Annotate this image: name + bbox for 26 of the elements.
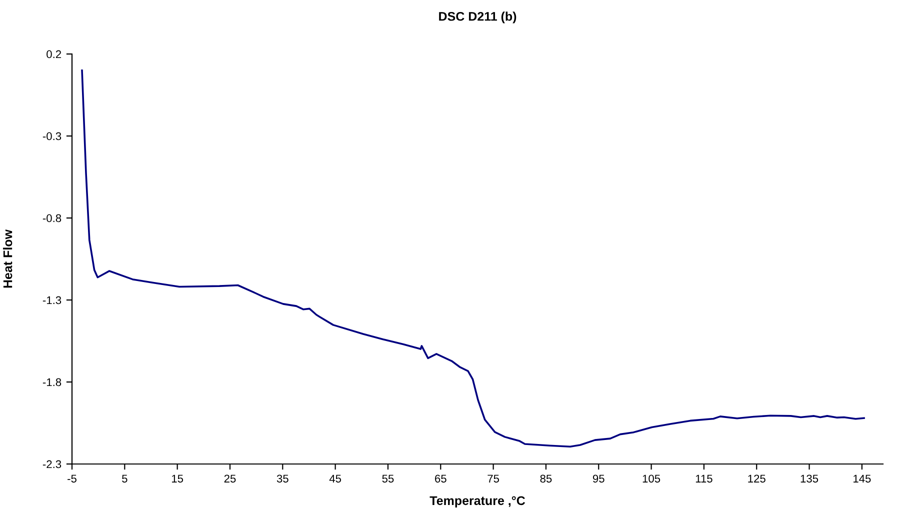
- x-tick-label: 145: [854, 474, 871, 483]
- x-tick-label: 105: [642, 474, 660, 483]
- y-tick-label: -1.8: [42, 378, 62, 386]
- y-axis-title: Heat Flow: [3, 229, 12, 288]
- y-tick-label: -2.3: [42, 460, 62, 468]
- x-tick-label: 35: [276, 474, 288, 483]
- x-tick-label: -5: [68, 474, 76, 483]
- x-tick-label: 65: [435, 474, 446, 483]
- x-tick-label: 85: [540, 474, 552, 483]
- y-tick-label: -0.3: [42, 132, 62, 140]
- x-tick-label: 25: [224, 474, 236, 483]
- x-tick-label: 115: [696, 474, 712, 483]
- x-tick-label: 135: [800, 474, 818, 483]
- x-tick-label: 5: [122, 474, 128, 483]
- x-tick-label: 55: [382, 474, 394, 483]
- y-tick-label: -0.8: [42, 214, 62, 222]
- y-tick-label: -1.3: [42, 296, 62, 304]
- x-tick-label: 45: [329, 474, 342, 483]
- x-tick-label: 95: [592, 474, 604, 483]
- chart-title: DSC D211 (b): [439, 12, 516, 24]
- line-series: [81, 69, 865, 448]
- x-tick-label: 75: [488, 474, 500, 483]
- x-axis-title: Temperature ,°C: [430, 496, 526, 508]
- y-tick-label: 0.2: [46, 50, 62, 58]
- x-tick-label: 15: [172, 474, 184, 483]
- x-tick-label: 125: [748, 474, 766, 483]
